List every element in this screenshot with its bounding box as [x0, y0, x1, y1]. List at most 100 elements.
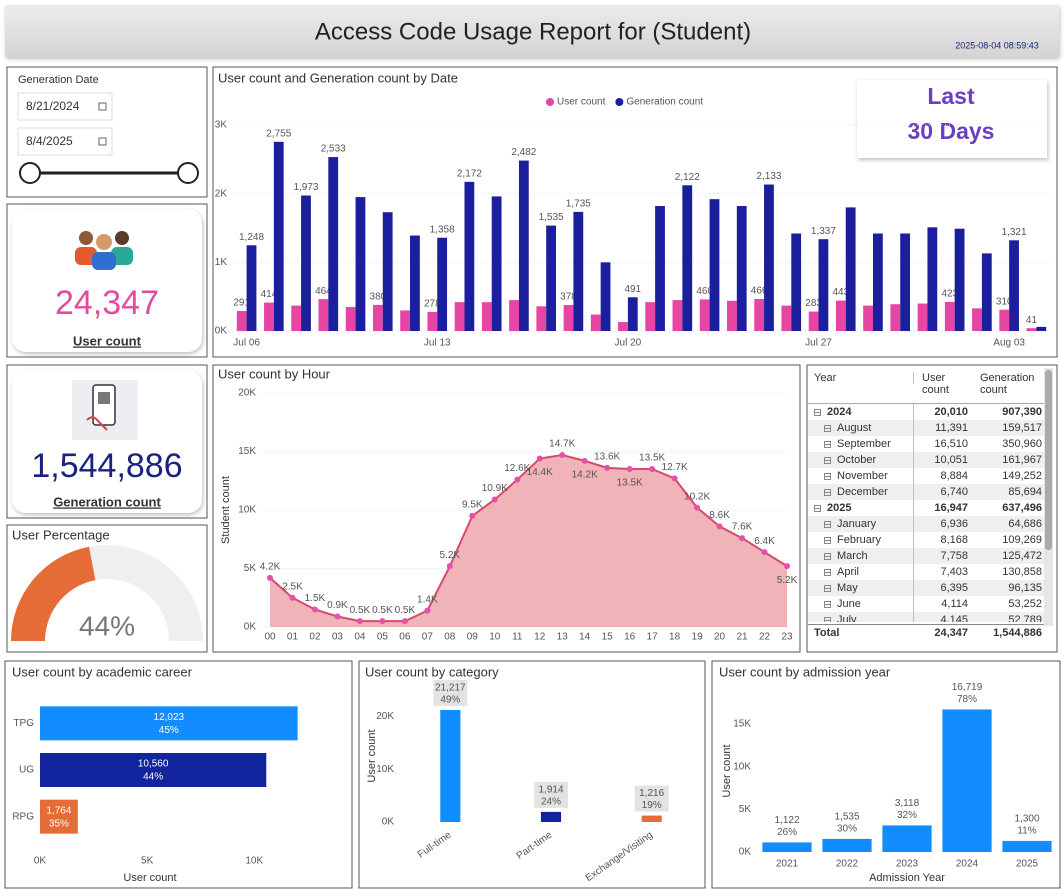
bar — [863, 305, 873, 331]
expand-icon[interactable] — [824, 472, 831, 480]
x-tick-label: 14 — [579, 632, 591, 643]
table-cell: 53,252 — [972, 596, 1044, 612]
expand-icon[interactable] — [814, 504, 821, 512]
table-cell: 6,395 — [914, 580, 972, 596]
expand-icon[interactable] — [824, 440, 831, 448]
cell-text: 11,391 — [935, 422, 968, 434]
expand-icon[interactable] — [824, 456, 831, 464]
bar — [1036, 326, 1047, 331]
cell-text: May — [837, 582, 858, 594]
expand-icon[interactable] — [824, 600, 831, 608]
cell-text: January — [837, 518, 877, 530]
date-input[interactable] — [17, 92, 113, 121]
bar — [762, 842, 812, 852]
data-label: 45% — [159, 725, 179, 736]
cell-text: User count — [922, 372, 949, 396]
cell-text: 2024 — [827, 406, 852, 418]
cell-text: Generation count — [980, 372, 1035, 396]
bar — [573, 211, 584, 331]
cell-text: September — [837, 438, 891, 450]
data-label: 1.4K — [417, 594, 438, 605]
expand-icon[interactable] — [824, 552, 831, 560]
table-cell: 85,694 — [972, 484, 1044, 500]
data-label: 5.2K — [777, 575, 798, 586]
y-tick-label: 2K — [215, 188, 228, 199]
calendar-icon[interactable] — [98, 137, 107, 146]
data-label: 2,122 — [675, 172, 700, 183]
bar — [822, 838, 872, 852]
filter-button-text[interactable]: 30 Days — [908, 118, 995, 144]
data-label: 49% — [440, 695, 460, 706]
data-label: 14.4K — [527, 467, 553, 478]
data-label: 9.5K — [462, 499, 483, 510]
y-tick-label: 0K — [244, 622, 257, 633]
table-cell: Generation count — [972, 372, 1044, 396]
bar — [236, 311, 247, 331]
expand-icon[interactable] — [824, 520, 831, 528]
data-label: 1,300 — [1014, 814, 1039, 825]
filter-button-text[interactable]: Last — [927, 83, 975, 109]
scrollbar-thumb[interactable] — [1045, 370, 1052, 550]
bar — [246, 245, 257, 331]
point — [626, 466, 633, 473]
table-row: August 11,391 159,517 — [808, 420, 1044, 436]
slider-handle[interactable] — [177, 162, 199, 184]
expand-icon[interactable] — [824, 536, 831, 544]
cell-text: 350,960 — [1002, 438, 1042, 450]
table-cell: 10,051 — [914, 452, 972, 468]
table-cell: 16,510 — [914, 436, 972, 452]
table-cell: 1,544,886 — [972, 625, 1044, 641]
expand-icon[interactable] — [824, 568, 831, 576]
data-label: 464 — [315, 286, 332, 297]
x-tick-label: 18 — [669, 632, 681, 643]
table-cell: User count — [914, 372, 972, 396]
table-cell: March — [808, 548, 914, 564]
x-tick-label: Jul 13 — [424, 338, 451, 349]
point — [379, 618, 386, 625]
bar — [264, 302, 274, 331]
x-tick-label: 2021 — [776, 859, 799, 870]
point — [401, 618, 408, 625]
summary-table: Year User count Generation count 2024 20,010… — [808, 366, 1044, 651]
expand-icon[interactable] — [814, 408, 821, 416]
filter-button[interactable] — [857, 80, 1047, 158]
table-cell: 7,403 — [914, 564, 972, 580]
data-label: 2.5K — [282, 581, 303, 592]
point — [604, 464, 611, 471]
table-row: November 8,884 149,252 — [808, 468, 1044, 484]
slider-handle[interactable] — [19, 162, 41, 184]
calendar-icon[interactable] — [98, 102, 107, 111]
data-label: 278 — [424, 299, 441, 310]
data-label: 19% — [642, 800, 662, 811]
bar — [355, 197, 366, 331]
end-date[interactable]: 8/4/2025 — [26, 134, 73, 148]
data-label: 1,535 — [834, 812, 859, 823]
x-axis-label: User count — [123, 872, 176, 884]
date-input[interactable] — [17, 127, 113, 156]
y-tick-label: 5K — [244, 563, 257, 574]
table-header: Year User count Generation count — [808, 366, 1044, 404]
panel — [806, 364, 1058, 653]
expand-icon[interactable] — [824, 616, 831, 622]
expand-icon[interactable] — [824, 424, 831, 432]
data-label: 8.6K — [709, 510, 730, 521]
data-label: 380 — [370, 292, 387, 303]
x-tick-label: 07 — [422, 632, 434, 643]
expand-icon[interactable] — [824, 584, 831, 592]
table-cell: 161,967 — [972, 452, 1044, 468]
data-label: 0.5K — [372, 605, 393, 616]
chart-title: User count by Hour — [218, 366, 331, 381]
table-cell: August — [808, 420, 914, 436]
cell-text: 6,936 — [940, 518, 968, 530]
data-label: 13.5K — [639, 453, 665, 464]
x-tick-label: Aug 03 — [993, 338, 1025, 349]
expand-icon[interactable] — [824, 488, 831, 496]
start-date[interactable]: 8/21/2024 — [26, 99, 80, 113]
data-label: 423 — [941, 289, 958, 300]
bar — [944, 301, 955, 331]
bar — [627, 297, 638, 331]
data-label: 21,217 — [435, 683, 466, 694]
bar — [372, 304, 383, 331]
table-cell: 20,010 — [914, 404, 972, 420]
